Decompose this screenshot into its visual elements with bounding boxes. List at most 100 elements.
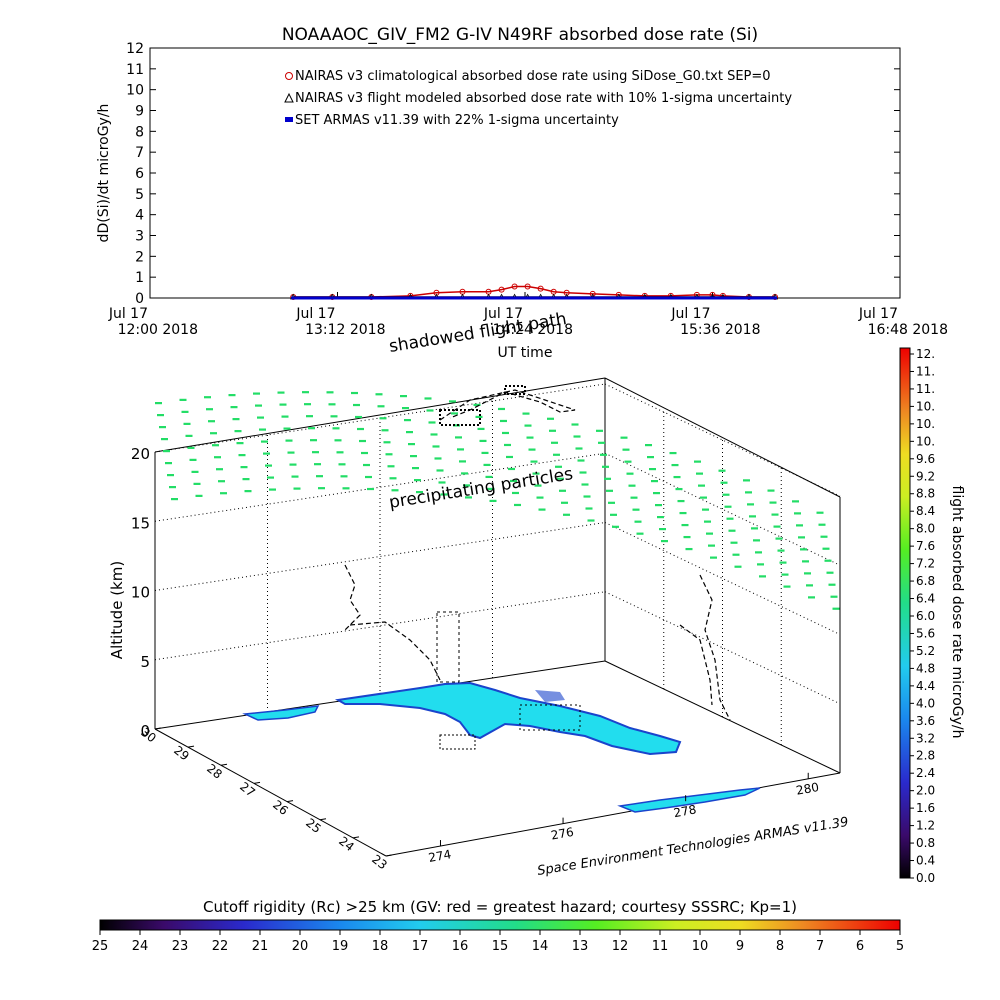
latitude-tick-label: 24 (336, 834, 357, 854)
particle-marker (191, 470, 199, 473)
particle-marker (451, 412, 458, 415)
rigidity-tick-label: 25 (92, 939, 109, 954)
particle-marker (189, 458, 197, 461)
data-point-armas (291, 296, 296, 300)
dose-tick-label: 10. (916, 417, 935, 431)
dose-tick-label: 11. (916, 382, 935, 396)
particle-marker (498, 407, 505, 411)
particle-marker (647, 456, 654, 459)
particle-marker (808, 596, 815, 599)
particle-marker (365, 475, 372, 479)
rigidity-tick-label: 24 (132, 939, 149, 954)
rigidity-tick-label: 16 (452, 939, 469, 954)
rigidity-colorbar-ticks: 25 24 23 22 21 20 19 18 17 16 15 14 13 12 11 10 9 8 7 6 5 (92, 930, 904, 954)
particle-marker (702, 508, 709, 511)
particle-marker (432, 445, 440, 448)
altitude-gridline-back (154, 522, 606, 591)
particle-marker (220, 492, 227, 495)
particle-marker (259, 428, 266, 431)
particle-marker (524, 424, 532, 427)
particle-marker (183, 422, 191, 425)
flight-track-points (436, 385, 581, 750)
particle-marker (255, 404, 262, 407)
legend-marker-square (285, 117, 293, 122)
rigidity-tick-label: 14 (532, 939, 549, 954)
particle-marker (755, 551, 762, 554)
particle-marker (510, 479, 517, 483)
data-point-armas (434, 296, 439, 300)
particle-marker (504, 443, 511, 447)
particle-marker (832, 607, 840, 610)
particle-marker (281, 415, 289, 418)
particle-marker (634, 520, 642, 523)
dose-tick-label: 10. (916, 399, 935, 413)
particle-marker (502, 431, 509, 435)
dose-tick-label: 7.6 (916, 539, 935, 553)
longitude-tick-label: 280 (795, 780, 820, 798)
particle-marker (269, 488, 276, 491)
rigidity-colorbar-label: Cutoff rigidity (Rc) >25 km (GV: red = g… (203, 898, 797, 916)
particle-marker (228, 394, 236, 397)
series-line-0 (293, 285, 775, 298)
particle-marker (236, 442, 244, 445)
particle-marker (508, 467, 515, 471)
particle-marker (169, 486, 176, 489)
particle-marker (253, 392, 260, 395)
series-lines (290, 283, 779, 300)
shadowed-flight-path-line (439, 389, 576, 421)
particle-marker (214, 456, 221, 459)
particle-marker (522, 412, 530, 415)
particle-marker (710, 556, 717, 559)
rigidity-tick-label: 23 (172, 939, 189, 954)
particle-marker (353, 403, 360, 407)
particle-marker (167, 474, 174, 477)
particle-marker (171, 498, 178, 501)
particle-marker (210, 432, 217, 435)
particle-marker (557, 477, 564, 480)
particle-marker (285, 439, 293, 442)
timeseries-frame (149, 47, 901, 299)
longitude-tick-label: 276 (550, 825, 575, 843)
particle-marker (283, 427, 291, 430)
top-back-edge (154, 377, 606, 453)
data-point-armas (694, 296, 699, 300)
particle-marker (318, 487, 325, 490)
particle-marker (506, 455, 513, 459)
altitude-axis-label: Altitude (km) (108, 561, 126, 659)
longitude-ticks: 274 276 278 280 (427, 772, 820, 865)
dose-colorbar (899, 347, 911, 879)
dose-tick-label: 6.4 (916, 592, 935, 606)
particle-marker (645, 444, 652, 447)
particle-marker (438, 481, 446, 484)
dose-tick-label: 2.4 (916, 766, 935, 780)
rigidity-tick-label: 18 (372, 939, 389, 954)
particle-marker (534, 484, 542, 487)
latitude-tick-mark (187, 745, 195, 748)
legend-entry: SET ARMAS v11.39 with 22% 1-sigma uncert… (295, 113, 619, 128)
altitude-gridline-right (604, 591, 841, 705)
particle-marker (700, 496, 707, 499)
particle-marker (391, 489, 399, 492)
data-point-armas (525, 296, 530, 300)
particle-marker (704, 520, 711, 523)
particle-marker (581, 483, 589, 486)
particle-marker (481, 451, 489, 455)
particle-marker (377, 405, 385, 408)
particle-marker (551, 441, 558, 444)
flight-path-traces (344, 389, 731, 721)
particle-marker (673, 475, 681, 479)
particle-marker (555, 465, 562, 468)
particle-marker (340, 475, 348, 478)
y-axis-label: dD(Si)/dt microGy/h (96, 104, 112, 243)
rigidity-tick-label: 10 (692, 939, 709, 954)
particle-marker (824, 559, 832, 562)
particle-marker (244, 490, 252, 493)
gulf-coast-landmass (242, 705, 320, 721)
particle-marker (206, 408, 213, 411)
altitude-tick-label: 5 (140, 653, 150, 671)
dose-tick-label: 8.0 (916, 522, 935, 536)
particle-marker (696, 472, 703, 475)
y-tick-label: 9 (135, 104, 144, 120)
